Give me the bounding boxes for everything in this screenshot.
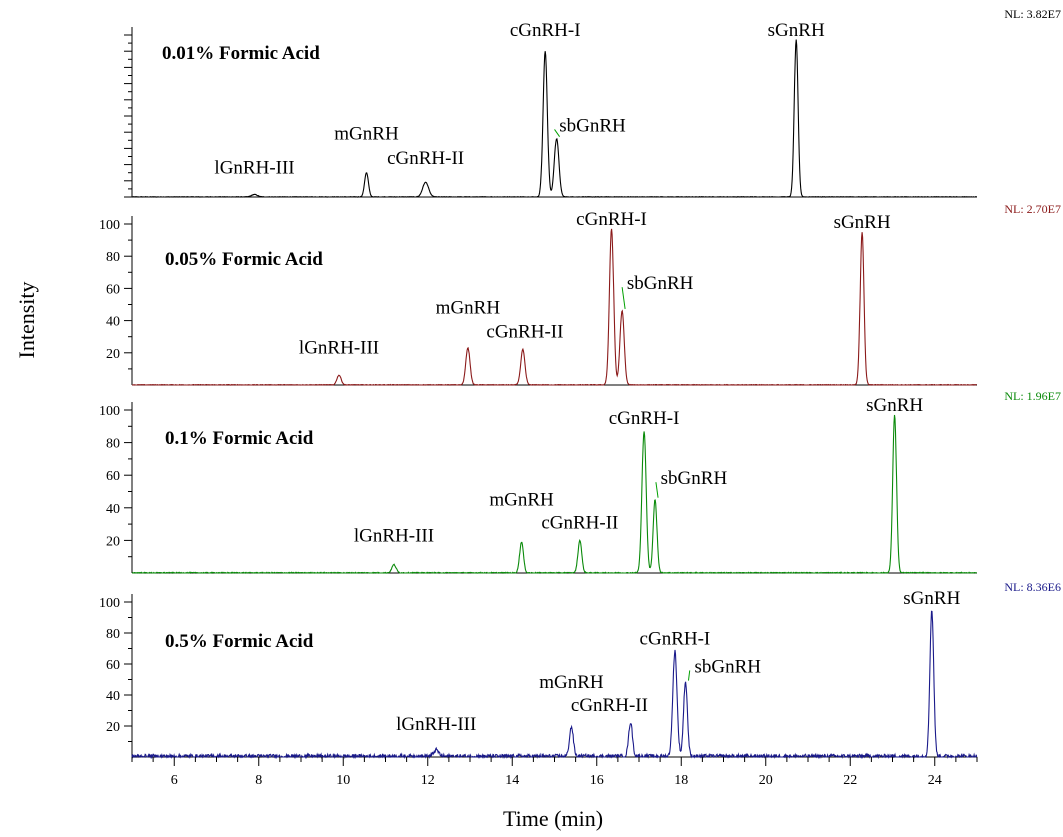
x-tick-label: 20 xyxy=(759,773,773,788)
y-tick-label: 20 xyxy=(106,534,120,549)
sbgnrh-leader-line xyxy=(687,670,691,681)
nl-label: NL: 3.82E7 xyxy=(1004,7,1061,21)
sbgnrh-leader-line xyxy=(554,129,561,137)
x-tick-label: 12 xyxy=(421,773,435,788)
peak-label: mGnRH xyxy=(539,672,604,693)
y-tick-label: 60 xyxy=(106,469,120,484)
condition-label: 0.05% Formic Acid xyxy=(165,249,323,270)
peak-label: cGnRH-I xyxy=(609,408,680,429)
y-tick-label: 60 xyxy=(106,658,120,673)
y-tick-label: 100 xyxy=(99,404,120,419)
y-tick-label: 20 xyxy=(106,720,120,735)
peak-label: cGnRH-II xyxy=(541,512,618,533)
condition-label: 0.1% Formic Acid xyxy=(165,428,314,449)
x-tick-label: 16 xyxy=(590,773,604,788)
peak-label: mGnRH xyxy=(436,297,501,318)
peak-label: cGnRH-I xyxy=(576,209,647,230)
x-tick-label: 10 xyxy=(336,773,350,788)
y-tick-label: 20 xyxy=(106,347,120,362)
chromatogram-trace xyxy=(132,414,978,574)
y-tick-label: 40 xyxy=(106,502,120,517)
peak-label: cGnRH-II xyxy=(486,322,563,343)
peak-label: sGnRH xyxy=(834,212,891,233)
peak-label: cGnRH-II xyxy=(571,695,648,716)
peak-label: sGnRH xyxy=(866,395,923,416)
peak-label: cGnRH-II xyxy=(387,148,464,169)
y-tick-label: 100 xyxy=(99,218,120,233)
peak-label: mGnRH xyxy=(489,489,554,510)
condition-label: 0.01% Formic Acid xyxy=(162,43,320,64)
chart-panels: 0.01% Formic Acid NL: 3.82E7 lGnRH-III mGnR… xyxy=(99,7,1061,788)
peak-label: mGnRH xyxy=(334,124,399,145)
peak-label: lGnRH-III xyxy=(299,338,379,359)
peak-label: lGnRH-III xyxy=(354,525,434,546)
peak-label: sGnRH xyxy=(768,20,825,41)
x-tick-label: 6 xyxy=(171,773,178,788)
nl-label: NL: 2.70E7 xyxy=(1004,202,1061,216)
peak-label: sbGnRH xyxy=(627,273,694,294)
x-tick-label: 8 xyxy=(255,773,262,788)
y-axis-label: Intensity xyxy=(14,282,39,359)
x-tick-label: 14 xyxy=(505,773,519,788)
nl-label: NL: 1.96E7 xyxy=(1004,389,1061,403)
peak-label: cGnRH-I xyxy=(640,629,711,650)
peak-label: sGnRH xyxy=(903,588,960,609)
peak-label: lGnRH-III xyxy=(214,158,294,179)
chromatogram-trace xyxy=(131,228,977,386)
peak-label: sbGnRH xyxy=(661,468,728,489)
nl-label: NL: 8.36E6 xyxy=(1004,580,1061,594)
sbgnrh-leader-line xyxy=(621,287,626,310)
x-tick-label: 18 xyxy=(674,773,688,788)
peak-label: sbGnRH xyxy=(694,656,761,677)
y-tick-label: 80 xyxy=(106,627,120,642)
peak-label: lGnRH-III xyxy=(396,714,476,735)
x-tick-label: 22 xyxy=(843,773,857,788)
y-tick-label: 40 xyxy=(106,315,120,330)
y-tick-label: 100 xyxy=(99,596,120,611)
y-tick-label: 60 xyxy=(106,282,120,297)
sbgnrh-leader-line xyxy=(655,482,659,498)
y-tick-label: 80 xyxy=(106,437,120,452)
condition-label: 0.5% Formic Acid xyxy=(165,631,314,652)
y-tick-label: 40 xyxy=(106,689,120,704)
peak-label: cGnRH-I xyxy=(510,20,581,41)
x-axis-label: Time (min) xyxy=(503,806,603,831)
peak-label: sbGnRH xyxy=(559,115,626,136)
chromatogram-trace xyxy=(131,39,977,198)
x-tick-label: 24 xyxy=(928,773,942,788)
y-tick-label: 80 xyxy=(106,250,120,265)
chromatogram-trace xyxy=(131,610,978,760)
